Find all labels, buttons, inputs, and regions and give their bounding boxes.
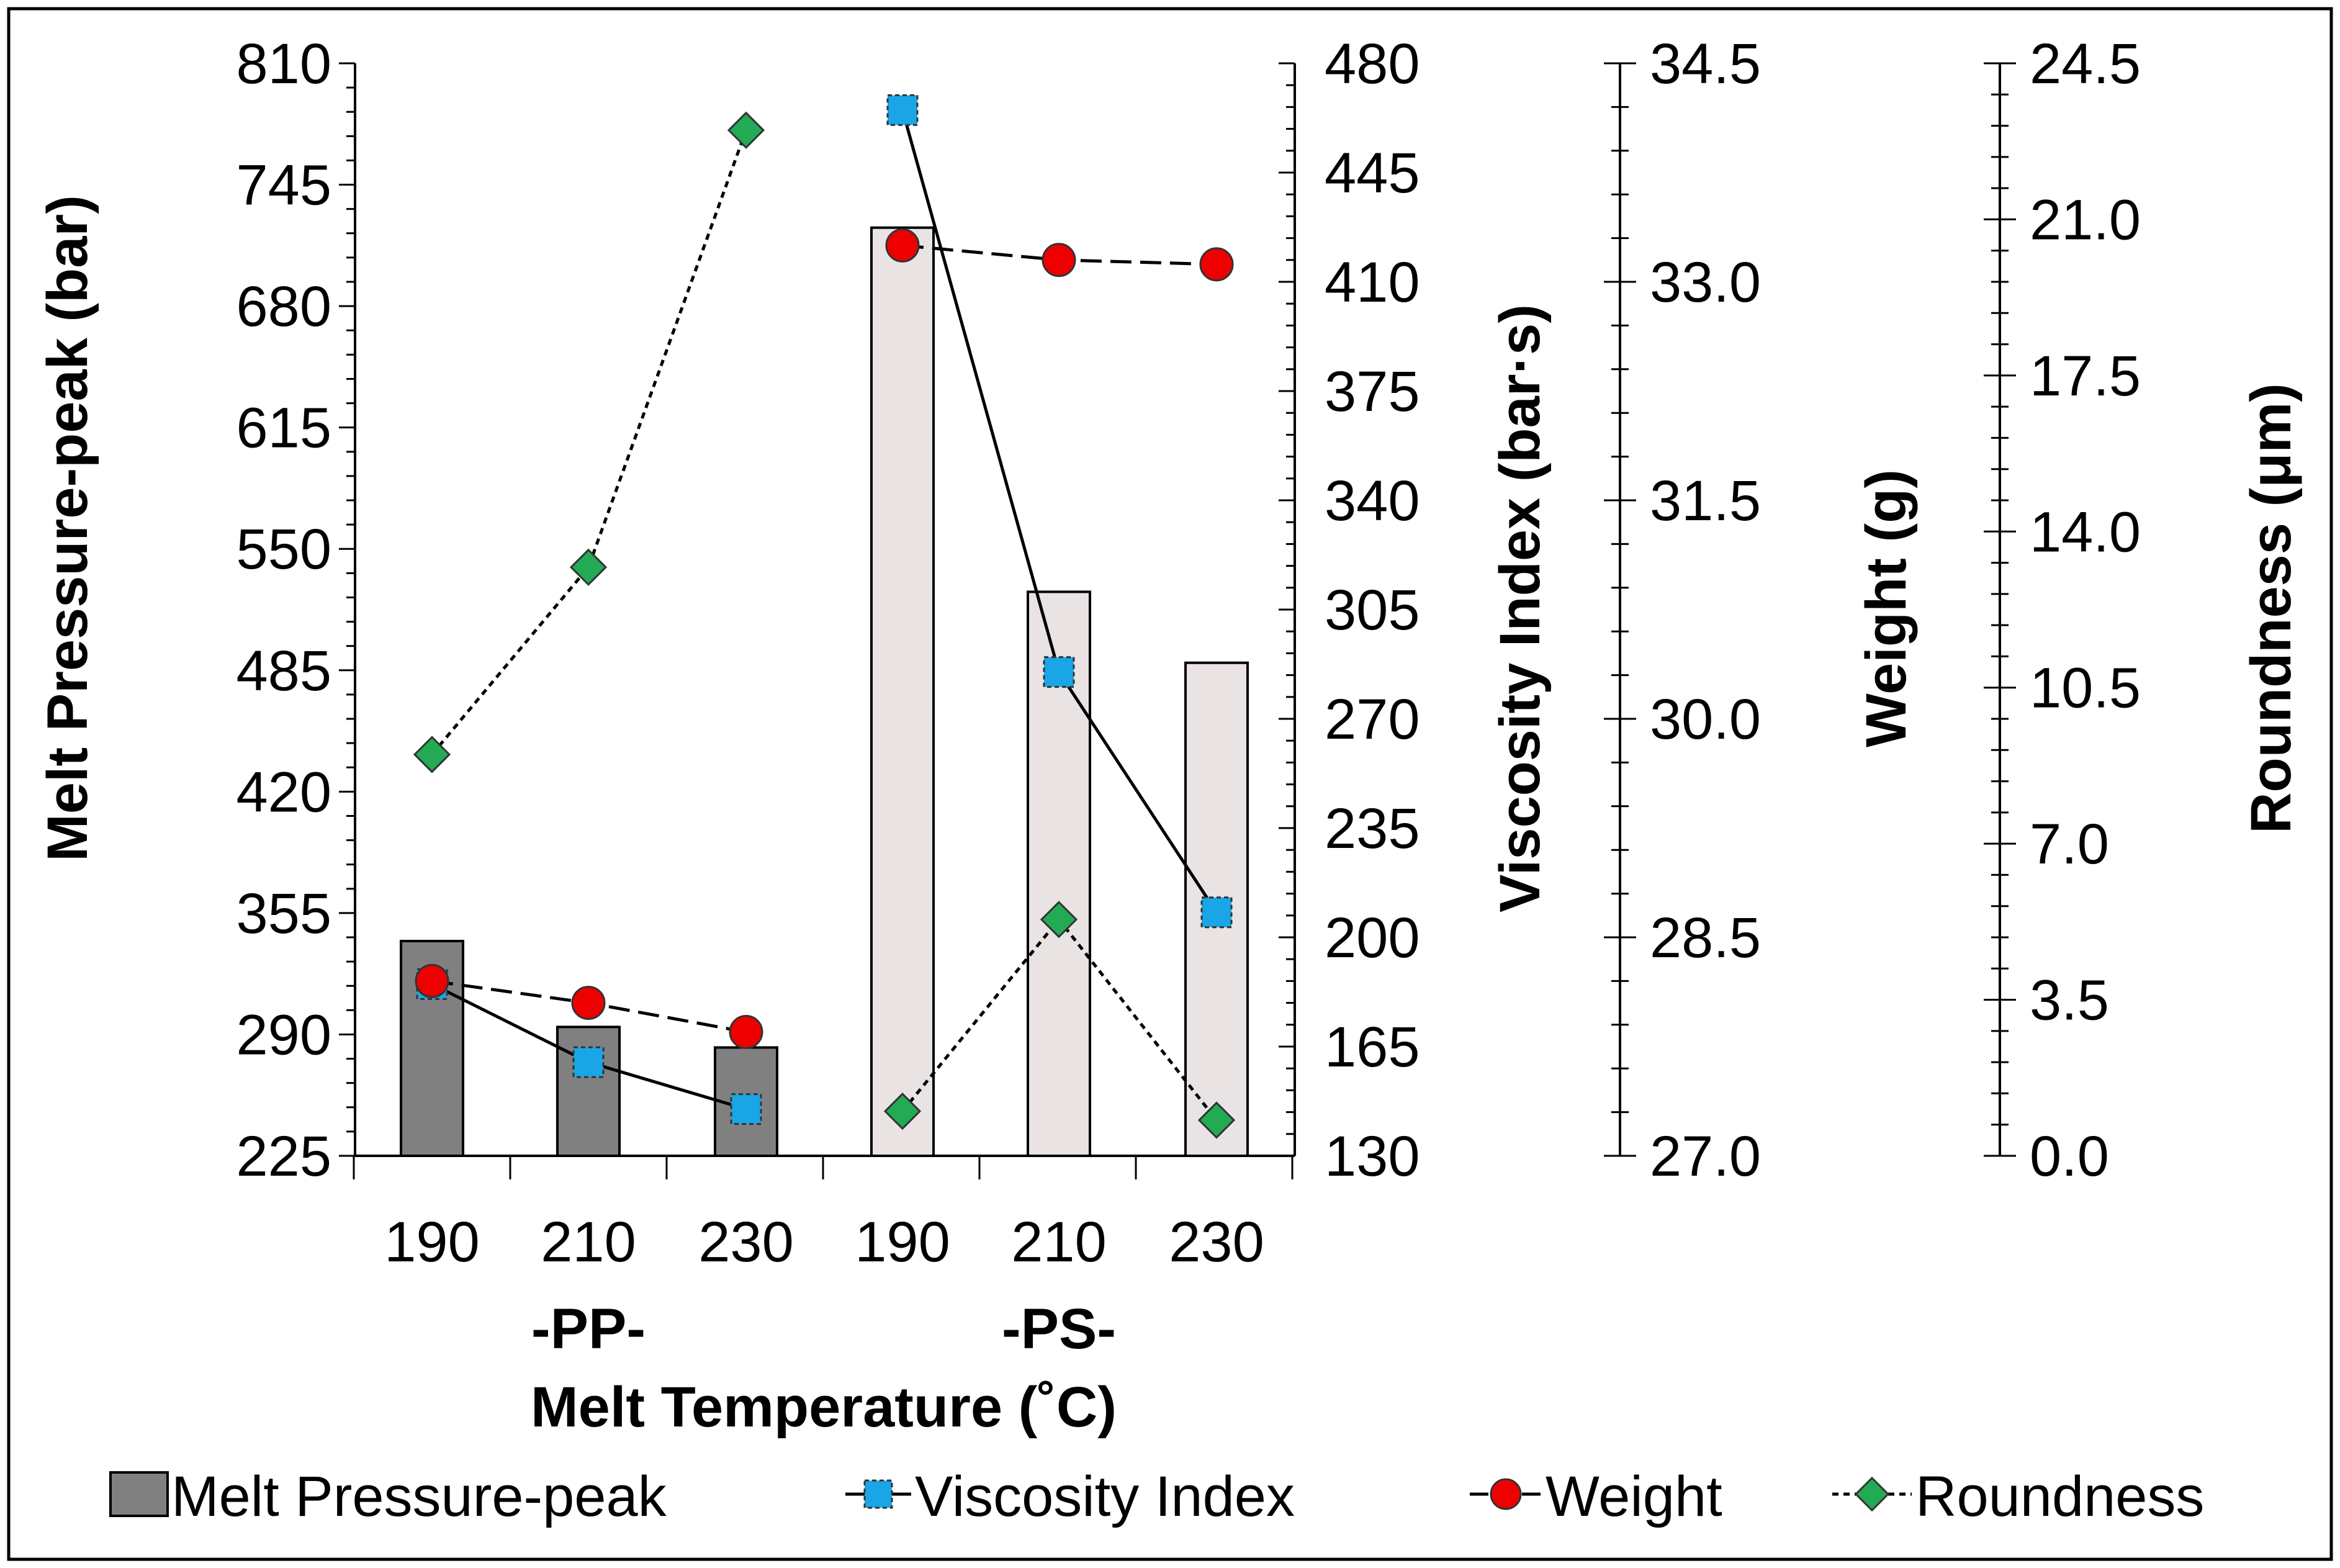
roundness-tick-label-7: 24.5 xyxy=(2030,32,2141,96)
legend-label-viscosity: Viscosity Index xyxy=(915,1465,1295,1528)
marker-weight-3 xyxy=(885,228,920,263)
marker-weight-0 xyxy=(415,963,449,998)
weight-tick-label-3: 31.5 xyxy=(1650,469,1761,533)
legend-item-weight: Weight xyxy=(1470,1465,1722,1528)
x-tick-label-2: 230 xyxy=(698,1210,794,1274)
marker-viscosity-index-3 xyxy=(886,94,919,126)
roundness-tick-label-4: 14.0 xyxy=(2030,500,2141,564)
x-tick-label-4: 210 xyxy=(1011,1210,1107,1274)
chart-border xyxy=(7,7,2333,1561)
viscosity-tick-label-7: 375 xyxy=(1325,360,1420,423)
pressure-tick-label-8: 745 xyxy=(236,154,332,217)
weight-tick-label-0: 27.0 xyxy=(1650,1125,1761,1188)
legend-item-melt-pressure: Melt Pressure-peak xyxy=(109,1465,667,1528)
series-line-roundness-group-0 xyxy=(431,129,748,756)
marker-viscosity-index-4 xyxy=(1043,656,1075,688)
pressure-tick-label-9: 810 xyxy=(236,32,332,96)
weight-axis-title: Weight (g) xyxy=(1855,469,1918,747)
group-label-pp: -PP- xyxy=(531,1297,646,1361)
x-axis-title: Melt Temperature (˚C) xyxy=(531,1376,1117,1439)
marker-weight-5 xyxy=(1199,247,1234,282)
viscosity-tick-label-3: 235 xyxy=(1325,797,1420,860)
marker-weight-1 xyxy=(571,986,606,1021)
group-label-ps: -PS- xyxy=(1002,1297,1116,1361)
viscosity-tick-label-10: 480 xyxy=(1325,32,1420,96)
legend-marker-roundness xyxy=(1854,1476,1890,1512)
roundness-tick-label-1: 3.5 xyxy=(2030,969,2109,1032)
marker-roundness-3 xyxy=(883,1093,922,1130)
viscosity-tick-label-2: 200 xyxy=(1325,906,1420,970)
marker-roundness-0 xyxy=(413,736,451,773)
weight-tick-label-1: 28.5 xyxy=(1650,906,1761,970)
viscosity-tick-label-0: 130 xyxy=(1325,1125,1420,1188)
legend-item-viscosity: Viscosity Index xyxy=(845,1465,1295,1528)
roundness-tick-label-2: 7.0 xyxy=(2030,813,2109,876)
x-tick-label-0: 190 xyxy=(384,1210,480,1274)
pressure-tick-label-5: 550 xyxy=(236,518,332,581)
pressure-axis-title: Melt Pressure-peak (bar) xyxy=(36,195,99,862)
legend-marker-viscosity xyxy=(863,1479,893,1509)
viscosity-tick-label-8: 410 xyxy=(1325,251,1420,314)
marker-roundness-5 xyxy=(1197,1101,1236,1139)
viscosity-tick-label-4: 270 xyxy=(1325,688,1420,751)
viscosity-tick-label-9: 445 xyxy=(1325,142,1420,205)
roundness-tick-label-0: 0.0 xyxy=(2030,1125,2109,1188)
pressure-tick-label-2: 355 xyxy=(236,882,332,945)
weight-tick-label-4: 33.0 xyxy=(1650,251,1761,314)
pressure-tick-label-0: 225 xyxy=(236,1125,332,1188)
marker-viscosity-index-2 xyxy=(730,1093,762,1125)
marker-roundness-2 xyxy=(727,111,765,149)
viscosity-axis-title: Viscosity Index (bar·s) xyxy=(1488,304,1552,912)
marker-viscosity-index-5 xyxy=(1200,896,1233,929)
weight-tick-label-2: 30.0 xyxy=(1650,688,1761,751)
weight-tick-label-5: 34.5 xyxy=(1650,32,1761,96)
roundness-axis-title: Roundness (μm) xyxy=(2239,383,2303,834)
pressure-tick-label-6: 615 xyxy=(236,397,332,460)
legend: Melt Pressure-peak Viscosity Index Weigh… xyxy=(109,1465,2204,1528)
viscosity-tick-label-6: 340 xyxy=(1325,469,1420,533)
roundness-tick-label-5: 17.5 xyxy=(2030,345,2141,408)
legend-label-weight: Weight xyxy=(1546,1465,1722,1528)
legend-marker-weight xyxy=(1490,1478,1522,1510)
legend-label-roundness: Roundness xyxy=(1915,1465,2204,1528)
roundness-tick-label-6: 21.0 xyxy=(2030,188,2141,251)
viscosity-tick-label-1: 165 xyxy=(1325,1016,1420,1079)
x-tick-label-5: 230 xyxy=(1169,1210,1264,1274)
marker-weight-4 xyxy=(1042,243,1076,277)
marker-roundness-1 xyxy=(569,548,608,586)
marker-viscosity-index-1 xyxy=(572,1046,605,1078)
axes: 225 290 355 420 485 550 615 680 745 810 130 165 200 2… xyxy=(236,32,2141,1274)
x-tick-label-3: 190 xyxy=(855,1210,950,1274)
pressure-tick-label-7: 680 xyxy=(236,275,332,338)
legend-item-roundness: Roundness xyxy=(1832,1465,2204,1528)
viscosity-tick-label-5: 305 xyxy=(1325,579,1420,642)
pressure-tick-label-1: 290 xyxy=(236,1003,332,1066)
x-tick-label-1: 210 xyxy=(541,1210,636,1274)
legend-swatch-melt-pressure xyxy=(109,1471,169,1517)
bar-melt-pressure-1 xyxy=(556,1025,621,1158)
pressure-tick-label-3: 420 xyxy=(236,760,332,824)
roundness-tick-label-3: 10.5 xyxy=(2030,657,2141,720)
legend-label-melt-pressure: Melt Pressure-peak xyxy=(171,1465,667,1528)
marker-roundness-4 xyxy=(1040,901,1078,939)
plot-area xyxy=(400,94,1249,1158)
marker-weight-2 xyxy=(729,1015,763,1050)
bar-melt-pressure-3 xyxy=(870,226,935,1157)
pressure-tick-label-4: 485 xyxy=(236,639,332,703)
